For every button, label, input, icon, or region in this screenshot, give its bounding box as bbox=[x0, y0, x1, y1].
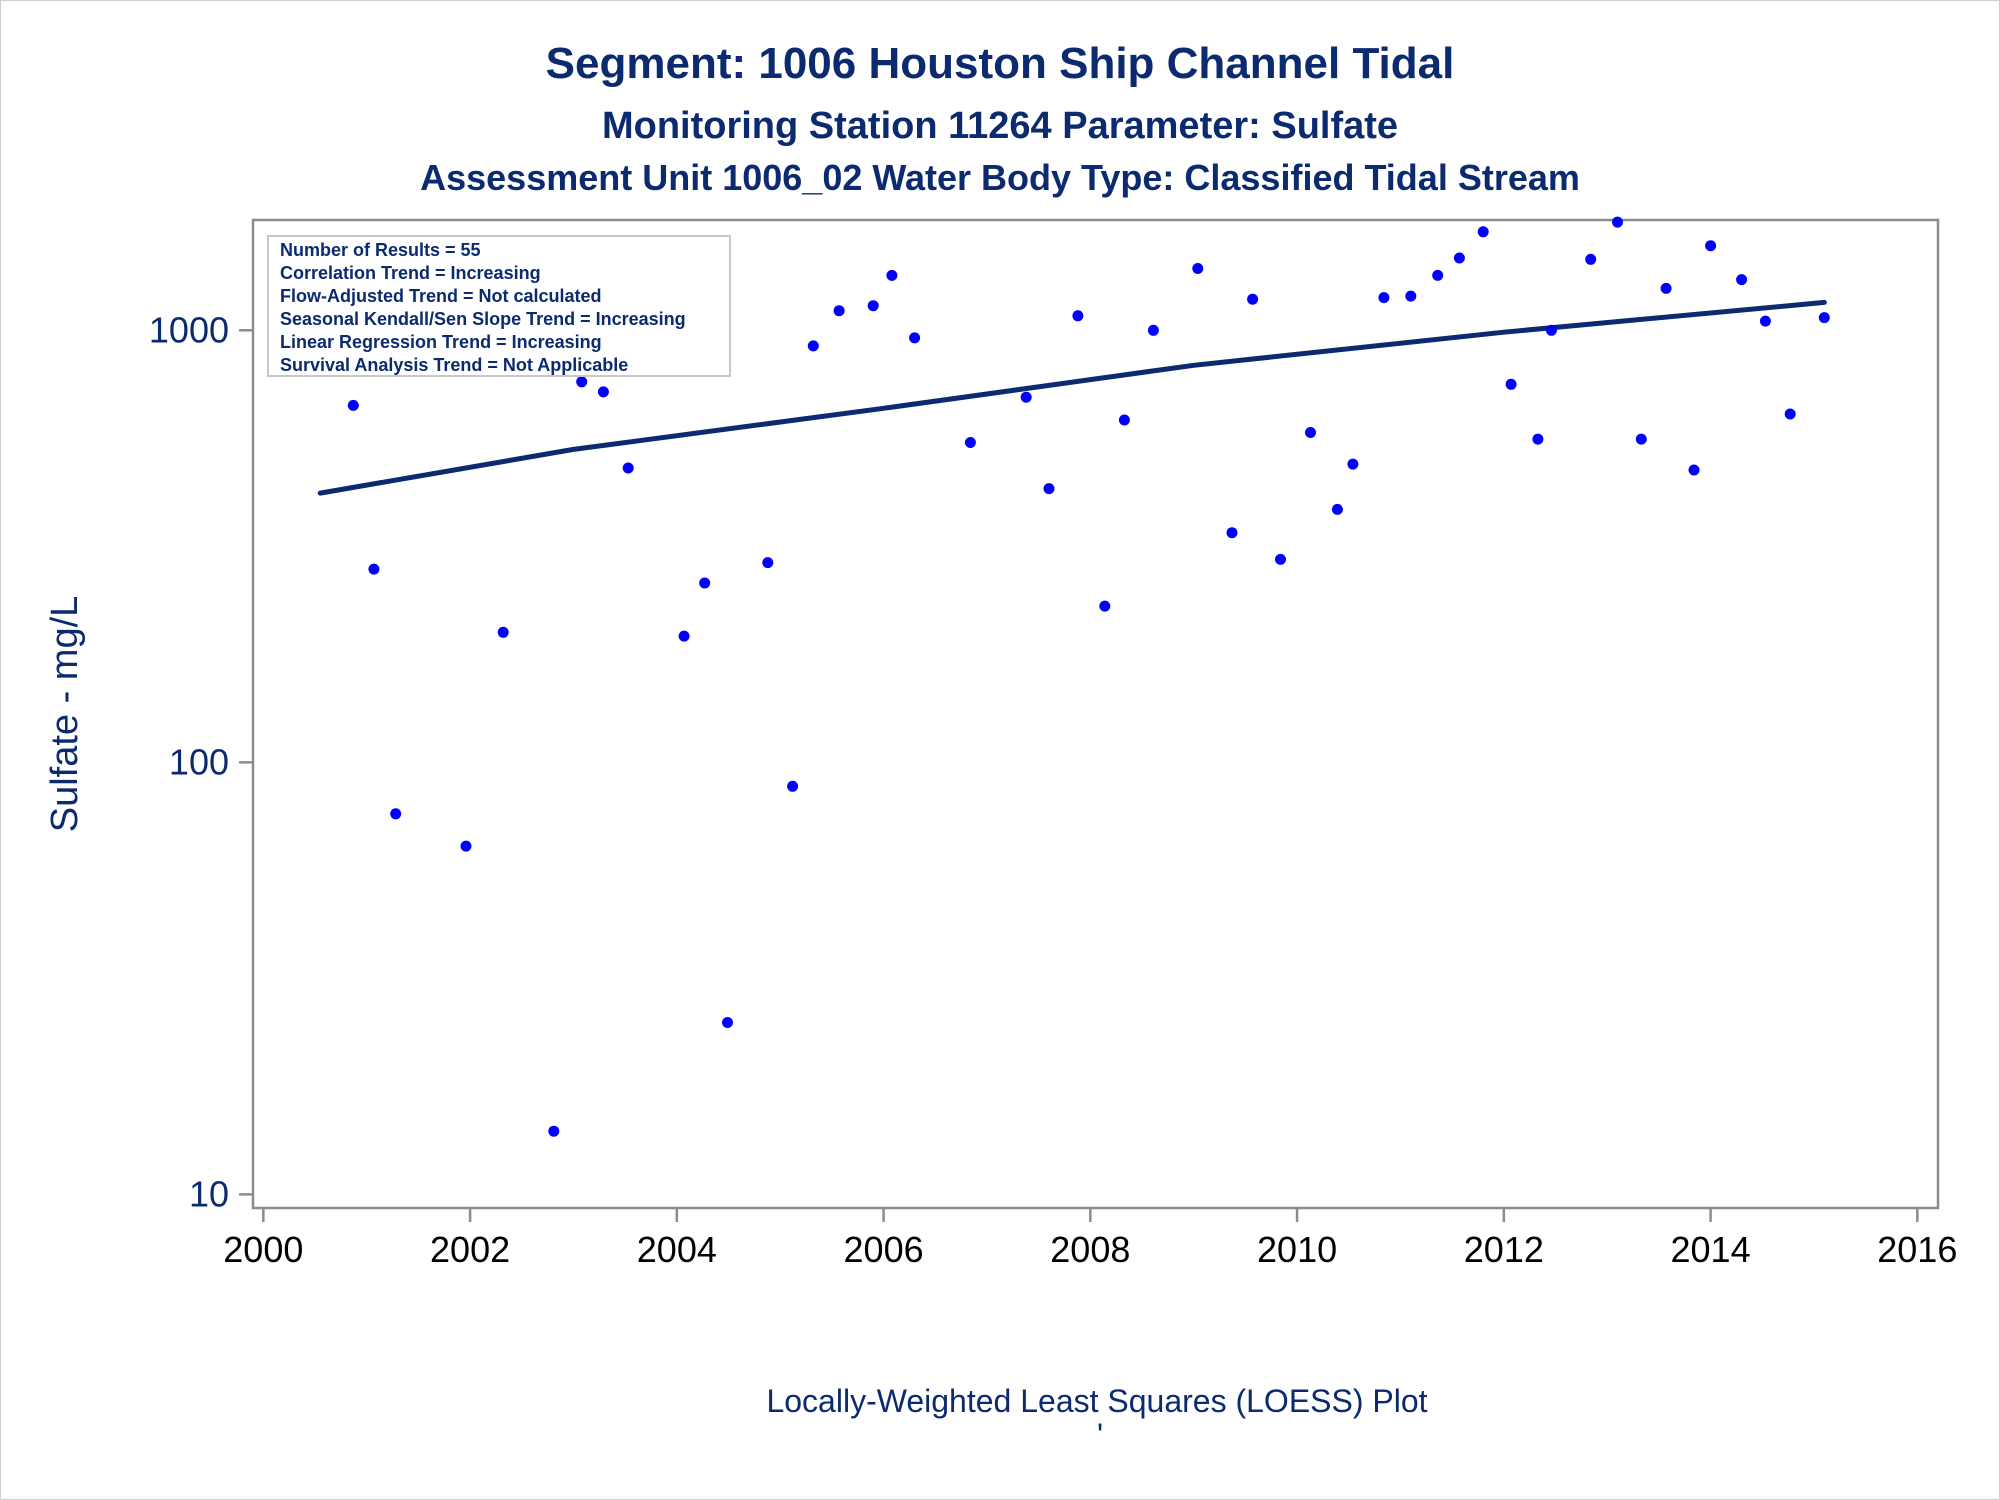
data-point bbox=[787, 780, 799, 792]
data-point bbox=[1660, 282, 1672, 294]
data-point bbox=[1347, 458, 1359, 470]
data-point bbox=[368, 563, 380, 575]
trend-layer bbox=[317, 299, 1827, 496]
data-point bbox=[909, 332, 921, 344]
stats-line: Flow-Adjusted Trend = Not calculated bbox=[280, 286, 602, 306]
chart-subtitle: Monitoring Station 11264 Parameter: Sulf… bbox=[602, 105, 1398, 147]
chart-title: Segment: 1006 Houston Ship Channel Tidal bbox=[546, 39, 1455, 88]
footnote-mark: ' bbox=[1097, 1417, 1103, 1453]
data-point bbox=[1759, 315, 1771, 327]
stats-line: Seasonal Kendall/Sen Slope Trend = Incre… bbox=[280, 309, 686, 329]
x-tick-label: 2016 bbox=[1877, 1229, 1957, 1270]
data-point bbox=[807, 340, 819, 352]
data-point bbox=[1705, 240, 1717, 252]
data-point bbox=[1532, 433, 1544, 445]
data-point bbox=[1612, 216, 1623, 228]
data-point bbox=[1305, 427, 1316, 438]
x-tick-label: 2002 bbox=[430, 1229, 510, 1270]
data-point bbox=[678, 630, 690, 642]
data-point bbox=[1275, 553, 1286, 565]
data-point bbox=[597, 386, 609, 398]
data-point bbox=[1688, 464, 1700, 476]
stats-line: Linear Regression Trend = Increasing bbox=[280, 332, 602, 352]
data-point bbox=[1118, 414, 1130, 426]
stats-box-frame bbox=[267, 235, 731, 377]
data-point bbox=[390, 808, 402, 820]
data-point bbox=[1784, 408, 1796, 420]
stats-box: Number of Results = 55 Correlation Trend … bbox=[267, 235, 731, 377]
x-tick-label: 2006 bbox=[844, 1229, 924, 1270]
data-point bbox=[347, 399, 359, 411]
data-point bbox=[1405, 290, 1417, 302]
stats-line: Survival Analysis Trend = Not Applicable bbox=[280, 355, 628, 375]
footnote: Locally-Weighted Least Squares (LOESS) P… bbox=[766, 1383, 1427, 1419]
data-point bbox=[1635, 433, 1647, 445]
x-tick-label: 2000 bbox=[223, 1229, 303, 1270]
y-axis-label: Sulfate - mg/L bbox=[44, 596, 86, 833]
data-point bbox=[460, 840, 472, 852]
data-point bbox=[1432, 269, 1444, 281]
stats-line: Correlation Trend = Increasing bbox=[280, 263, 541, 283]
data-point bbox=[1736, 274, 1748, 286]
data-point bbox=[1099, 600, 1111, 612]
data-point bbox=[1072, 310, 1084, 322]
x-tick-label: 2008 bbox=[1050, 1229, 1130, 1270]
trend-line bbox=[317, 299, 1827, 496]
data-point bbox=[833, 305, 845, 317]
data-point bbox=[622, 462, 634, 474]
chart-subtitle-2: Assessment Unit 1006_02 Water Body Type:… bbox=[420, 157, 1580, 198]
x-tick-label: 2004 bbox=[637, 1229, 717, 1270]
x-tick-label: 2010 bbox=[1257, 1229, 1337, 1270]
data-point bbox=[886, 269, 898, 281]
data-point bbox=[1226, 527, 1238, 539]
data-point bbox=[1192, 263, 1204, 274]
data-point bbox=[1147, 324, 1159, 336]
data-point bbox=[867, 300, 879, 312]
data-point bbox=[1378, 292, 1390, 304]
y-tick-label: 100 bbox=[169, 741, 229, 782]
data-point bbox=[1818, 312, 1830, 324]
data-point bbox=[1545, 324, 1557, 336]
x-tick-label: 2012 bbox=[1464, 1229, 1544, 1270]
data-point bbox=[722, 1017, 733, 1028]
data-point bbox=[1331, 503, 1343, 515]
stats-line: Number of Results = 55 bbox=[280, 240, 481, 260]
data-point bbox=[497, 626, 509, 638]
data-point bbox=[1585, 253, 1597, 265]
data-point bbox=[699, 577, 711, 589]
y-axis: 10 100 1000 bbox=[149, 309, 253, 1214]
data-point bbox=[762, 557, 774, 569]
data-point bbox=[1043, 483, 1055, 495]
data-point bbox=[1247, 293, 1259, 305]
data-point bbox=[964, 437, 976, 448]
data-point bbox=[576, 376, 588, 388]
data-point bbox=[548, 1125, 560, 1137]
y-tick-label: 10 bbox=[189, 1173, 229, 1214]
plot-area bbox=[251, 218, 1940, 1210]
x-axis: 2000 2002 2004 2006 2008 2010 2012 2014 2016 bbox=[223, 1208, 1957, 1270]
x-tick-label: 2014 bbox=[1671, 1229, 1751, 1270]
data-point bbox=[1477, 226, 1489, 238]
data-point bbox=[1505, 378, 1517, 390]
data-point bbox=[1453, 252, 1465, 264]
data-point bbox=[1020, 391, 1032, 403]
y-tick-label: 1000 bbox=[149, 309, 229, 350]
